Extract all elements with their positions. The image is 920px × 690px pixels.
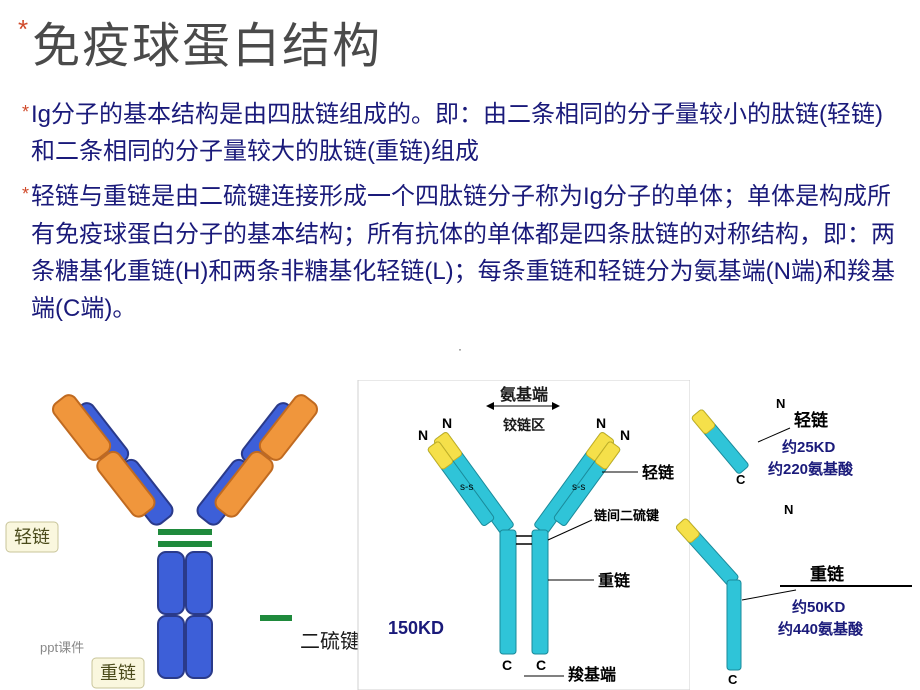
svg-text:N: N bbox=[442, 415, 452, 431]
svg-text:N: N bbox=[596, 415, 606, 431]
d1-disulfide-label: 二硫键 bbox=[300, 630, 360, 653]
bullet-1: * Ig分子的基本结构是由四肽链组成的。即：由二条相同的分子量较小的肽链(轻链)… bbox=[22, 96, 898, 170]
d3-heavy-label: 重链 bbox=[810, 564, 845, 584]
d2-amino-label: 氨基端 bbox=[500, 385, 548, 404]
diagram-2: 氨基端 铰链区 bbox=[358, 380, 690, 690]
bullet-star-icon: * bbox=[22, 182, 29, 207]
d2-mw-label: 150KD bbox=[388, 618, 444, 638]
svg-text:N: N bbox=[418, 427, 428, 443]
d3-heavy-aa: 约440氨基酸 bbox=[778, 620, 864, 638]
antibody-diagrams-svg: 轻链 重链 二硫键 氨基端 铰链区 bbox=[0, 380, 920, 690]
bullet-text-1: Ig分子的基本结构是由四肽链组成的。即：由二条相同的分子量较小的肽链(轻链)和二… bbox=[31, 96, 898, 170]
svg-text:C: C bbox=[736, 472, 746, 487]
page-title: 免疫球蛋白结构 bbox=[32, 6, 382, 76]
d3-light-mw: 约25KD bbox=[782, 438, 836, 456]
bullet-2: * 轻链与重链是由二硫键连接形成一个四肽链分子称为Ig分子的单体；单体是构成所有… bbox=[22, 178, 898, 327]
svg-text:C: C bbox=[728, 672, 738, 687]
d3-heavy-mw: 约50KD bbox=[792, 598, 846, 616]
d3-light-aa: 约220氨基酸 bbox=[768, 460, 854, 478]
svg-text:C: C bbox=[502, 657, 512, 673]
d3-light-label: 轻链 bbox=[794, 410, 829, 430]
svg-text:C: C bbox=[536, 657, 546, 673]
d1-heavy-label: 重链 bbox=[100, 663, 136, 683]
svg-text:N: N bbox=[776, 396, 785, 411]
svg-text:N: N bbox=[620, 427, 630, 443]
svg-text:s-s: s-s bbox=[460, 482, 473, 493]
d1-light-label: 轻链 bbox=[14, 527, 50, 547]
title-star-icon: * bbox=[18, 16, 28, 42]
bullet-star-icon: * bbox=[22, 100, 29, 125]
d2-hinge-label: 铰链区 bbox=[503, 417, 545, 433]
center-dot: · bbox=[458, 342, 462, 356]
svg-text:s-s: s-s bbox=[572, 482, 585, 493]
d2-light-label: 轻链 bbox=[642, 463, 675, 482]
slide-title-row: * 免疫球蛋白结构 bbox=[0, 0, 920, 76]
watermark: ppt课件 bbox=[40, 637, 84, 656]
body-text-area: * Ig分子的基本结构是由四肽链组成的。即：由二条相同的分子量较小的肽链(轻链)… bbox=[0, 76, 920, 327]
diagram-area: 轻链 重链 二硫键 氨基端 铰链区 bbox=[0, 380, 920, 690]
diagram-3: N C 轻链 约25KD 约220氨基酸 N C 重链 约50KD 约440氨基… bbox=[675, 380, 920, 690]
bullet-text-2: 轻链与重链是由二硫键连接形成一个四肽链分子称为Ig分子的单体；单体是构成所有免疫… bbox=[31, 178, 898, 327]
d2-interchain-label: 链间二硫键 bbox=[593, 508, 659, 523]
d2-heavy-label: 重链 bbox=[598, 571, 631, 590]
d2-carboxy-label: 羧基端 bbox=[568, 665, 616, 684]
svg-text:N: N bbox=[784, 502, 793, 517]
